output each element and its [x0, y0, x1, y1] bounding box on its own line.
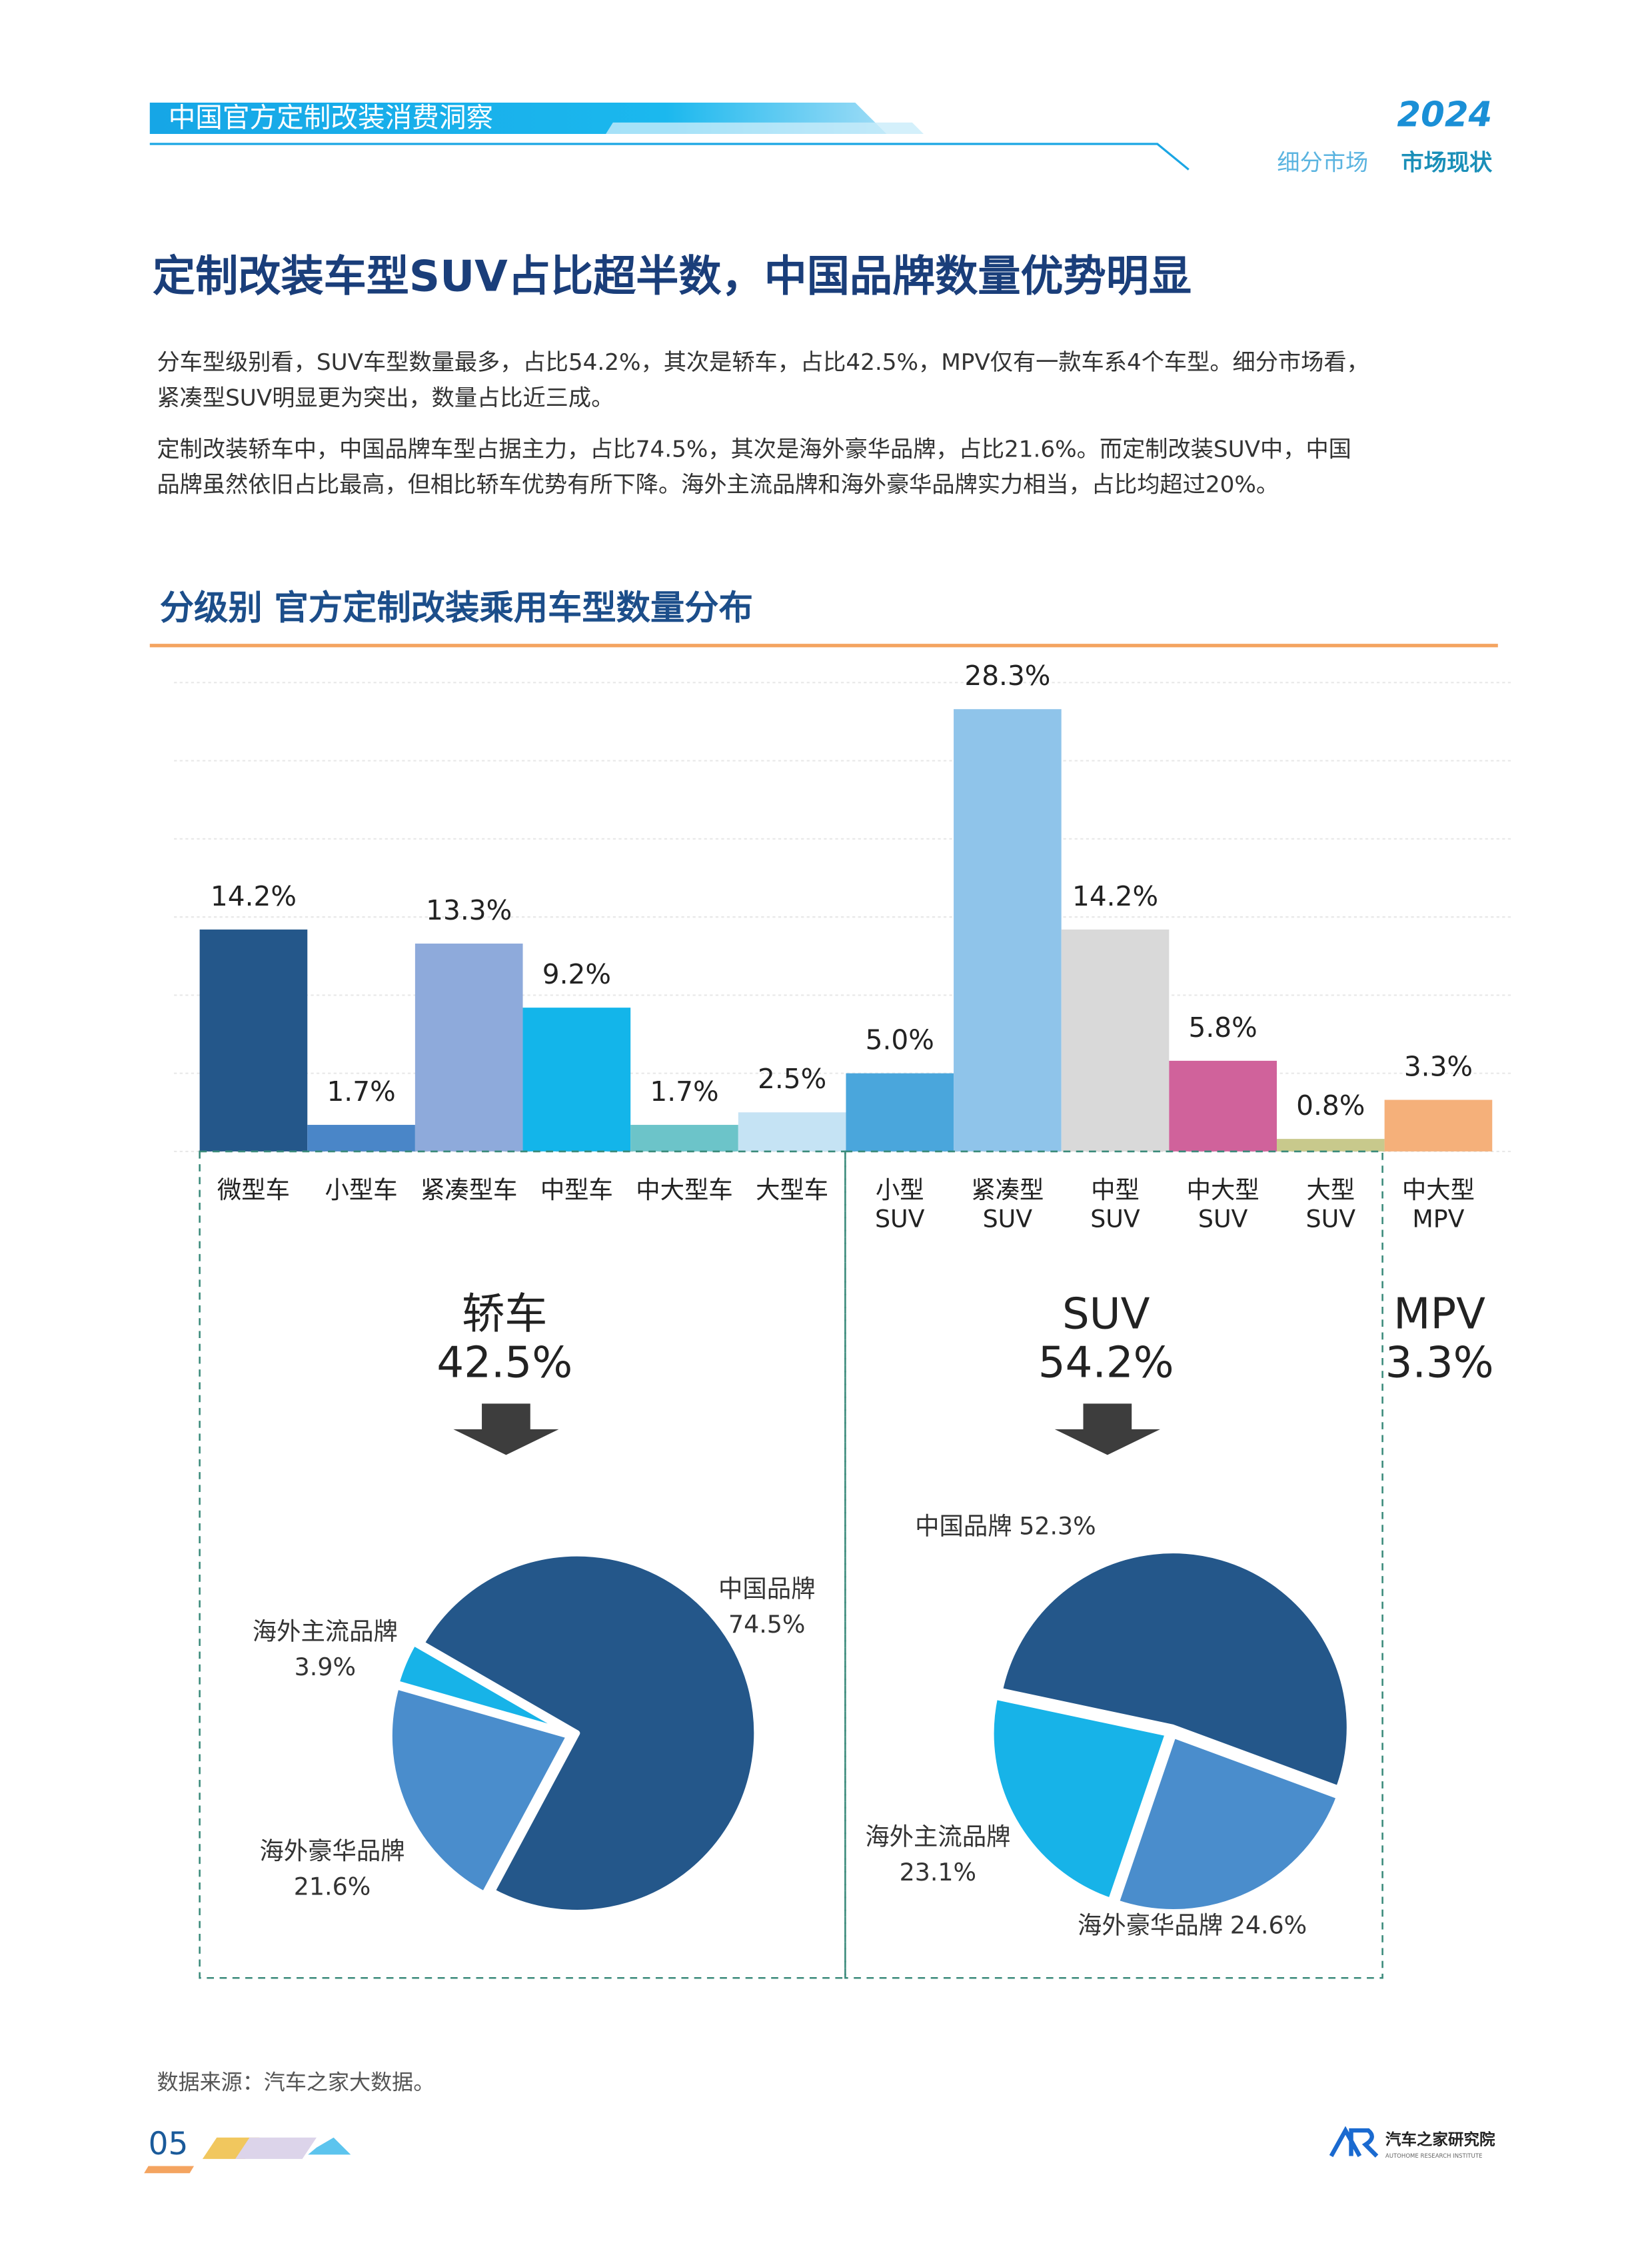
- header-rule: [149, 143, 1190, 171]
- group-name: SUV: [1062, 1289, 1150, 1339]
- category-label: 大型车: [756, 1175, 828, 1204]
- slice-name: 海外豪华品牌: [259, 1837, 405, 1865]
- banner-stripe: [606, 122, 924, 135]
- category-label: 大型 SUV: [1306, 1175, 1356, 1233]
- category-label: 中大型 MPV: [1402, 1175, 1475, 1233]
- category-label: 中大型 SUV: [1187, 1175, 1259, 1233]
- bar: [1169, 1060, 1277, 1151]
- slice-value: 52.3%: [1019, 1511, 1096, 1540]
- pie-slice: [393, 1640, 572, 1736]
- category-label: 紧凑型 SUV: [971, 1175, 1044, 1233]
- slice-value: 24.6%: [1230, 1910, 1307, 1939]
- category-label: 中型 SUV: [1090, 1175, 1140, 1233]
- value-label: 0.8%: [1296, 1090, 1365, 1122]
- category-label: 小型车: [325, 1175, 398, 1204]
- pie-slice: [418, 1551, 760, 1916]
- page-title: 定制改装车型SUV占比超半数，中国品牌数量优势明显: [153, 252, 1192, 302]
- category-label: 中型车: [540, 1175, 613, 1204]
- slice-value: 74.5%: [728, 1610, 805, 1639]
- footer-deco: [235, 2137, 317, 2159]
- page-number: 05: [149, 2126, 189, 2162]
- down-arrow: [1054, 1403, 1160, 1455]
- group-name: 轿车: [462, 1289, 547, 1339]
- bar: [414, 943, 523, 1151]
- footer-deco: [144, 2166, 195, 2174]
- category-label: 中大型车: [636, 1175, 732, 1204]
- bar: [1061, 929, 1170, 1151]
- logo-mark: [1329, 2126, 1379, 2158]
- group-share: 54.2%: [1038, 1337, 1174, 1387]
- footer-deco: [308, 2137, 351, 2155]
- header-year: 2024: [1397, 95, 1492, 135]
- bar: [630, 1125, 738, 1151]
- value-label: 28.3%: [964, 660, 1050, 692]
- value-label: 13.3%: [426, 894, 512, 926]
- header-subsection: 市场现状: [1401, 149, 1493, 176]
- paragraph-line: 定制改装轿车中，中国品牌车型占据主力，占比74.5%，其次是海外豪华品牌，占比2…: [157, 436, 1351, 462]
- bar: [954, 709, 1062, 1151]
- bar: [846, 1073, 954, 1151]
- bar: [199, 929, 308, 1151]
- logo-tagline: AUTOHOME RESEARCH INSTITUTE: [1385, 2153, 1483, 2160]
- paragraph-line: 品牌虽然依旧占比最高，但相比轿车优势有所下降。海外主流品牌和海外豪华品牌实力相当…: [157, 472, 1279, 498]
- pie-slice: [988, 1694, 1171, 1904]
- logo-name: 汽车之家研究院: [1385, 2130, 1495, 2149]
- group-name: MPV: [1393, 1289, 1485, 1339]
- bar-chart: 14.2% 微型车 1.7% 小型车 13.3% 紧凑型车 9.2% 中型车 1.7% 中大型车 2…: [174, 660, 1511, 1233]
- banner-text: 中国官方定制改装消费洞察: [169, 102, 494, 134]
- value-label: 5.8%: [1189, 1012, 1257, 1044]
- down-arrow: [453, 1403, 559, 1455]
- paragraph-line: 紧凑型SUV明显更为突出，数量占比近三成。: [157, 384, 614, 411]
- value-label: 9.2%: [542, 958, 611, 990]
- slice-name: 海外主流品牌: [253, 1617, 398, 1646]
- category-label: 小型 SUV: [875, 1175, 925, 1233]
- paragraph-line: 分车型级别看，SUV车型数量最多，占比54.2%，其次是轿车，占比42.5%，M…: [157, 349, 1369, 376]
- pie-slice: [997, 1547, 1353, 1792]
- suv-group-box: [844, 1150, 1383, 1979]
- bar: [307, 1125, 415, 1151]
- value-label: 1.7%: [327, 1076, 395, 1108]
- slice-name: 海外主流品牌: [865, 1823, 1010, 1851]
- bar: [1384, 1100, 1493, 1151]
- pie-slice: [1113, 1732, 1342, 1915]
- slice-value: 21.6%: [294, 1872, 371, 1901]
- pie-slice: [387, 1683, 572, 1897]
- slice-name: 海外豪华品牌: [1078, 1910, 1223, 1939]
- slice-value: 3.9%: [295, 1653, 356, 1681]
- value-label: 1.7%: [650, 1076, 718, 1108]
- value-label: 14.2%: [211, 880, 297, 912]
- slice-name: 中国品牌: [718, 1575, 815, 1603]
- chart-title: 分级别 官方定制改装乘用车型数量分布: [160, 588, 753, 628]
- source-note: 数据来源：汽车之家大数据。: [157, 2069, 434, 2094]
- bar: [522, 1008, 631, 1151]
- value-label: 5.0%: [866, 1024, 934, 1056]
- bar: [738, 1112, 846, 1151]
- category-label: 微型车: [217, 1175, 290, 1204]
- slice-value: 23.1%: [900, 1858, 976, 1886]
- category-label: 紧凑型车: [420, 1175, 517, 1204]
- value-label: 14.2%: [1072, 880, 1158, 912]
- value-label: 2.5%: [758, 1063, 826, 1095]
- value-label: 3.3%: [1404, 1050, 1473, 1082]
- group-share: 42.5%: [436, 1337, 572, 1387]
- bar: [1276, 1139, 1385, 1151]
- group-share: 3.3%: [1385, 1337, 1494, 1387]
- slice-name: 中国品牌: [915, 1511, 1012, 1540]
- header-section: 细分市场: [1277, 149, 1368, 176]
